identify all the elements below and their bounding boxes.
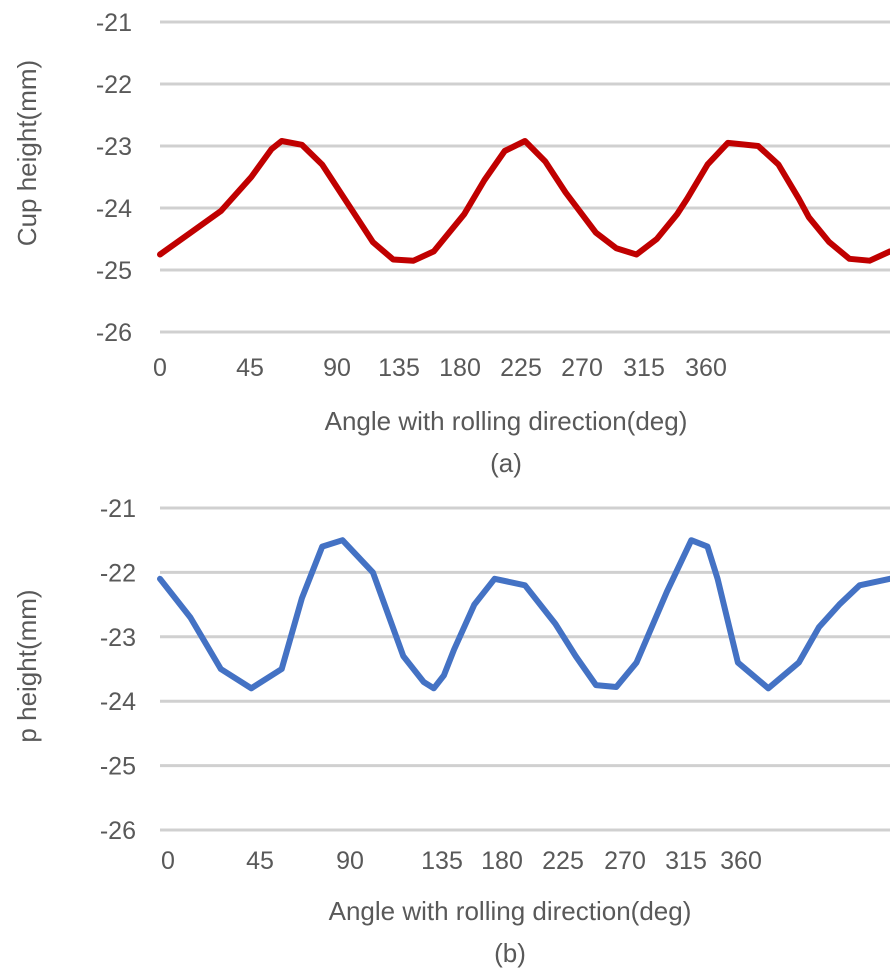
chart-a-x-tick-label: 0 <box>153 354 167 382</box>
chart-b-caption: (b) <box>494 938 526 968</box>
chart-b-y-axis-title: p height(mm) <box>12 589 42 742</box>
chart-b-y-tick-labels: -21 -22 -23 -24 -25 -26 <box>100 495 136 845</box>
chart-b-x-tick-label: 180 <box>481 847 523 875</box>
chart-a: -21 -22 -23 -24 -25 -26 0 45 90 135 180 225 270 315 3… <box>12 9 890 478</box>
chart-b-x-tick-labels: 0 45 90 135 180 225 270 315 360 <box>161 847 762 875</box>
chart-a-y-tick-label: -24 <box>96 195 132 223</box>
chart-b-x-tick-label: 90 <box>336 847 364 875</box>
chart-a-x-tick-label: 90 <box>323 354 351 382</box>
chart-a-x-tick-label: 360 <box>685 354 727 382</box>
chart-b-y-tick-label: -21 <box>100 495 136 523</box>
chart-a-y-tick-label: -25 <box>96 257 132 285</box>
chart-b-y-tick-label: -26 <box>100 817 136 845</box>
chart-a-x-tick-labels: 0 45 90 135 180 225 270 315 360 <box>153 354 727 382</box>
chart-a-y-tick-label: -22 <box>96 71 132 99</box>
chart-b: -21 -22 -23 -24 -25 -26 0 45 90 135 180 225 270 315 3… <box>12 495 890 968</box>
chart-a-series-line <box>157 138 890 264</box>
chart-b-x-tick-label: 45 <box>246 847 274 875</box>
chart-a-x-tick-label: 135 <box>378 354 420 382</box>
chart-a-y-axis-title: Cup height(mm) <box>12 60 42 246</box>
chart-b-x-tick-label: 225 <box>542 847 584 875</box>
chart-a-caption: (a) <box>490 448 522 478</box>
chart-b-x-tick-label: 360 <box>720 847 762 875</box>
chart-b-x-tick-label: 270 <box>604 847 646 875</box>
chart-a-y-tick-labels: -21 -22 -23 -24 -25 -26 <box>96 9 132 347</box>
chart-b-x-tick-label: 0 <box>161 847 175 875</box>
chart-a-x-axis-title: Angle with rolling direction(deg) <box>325 406 688 436</box>
chart-b-y-tick-label: -24 <box>100 688 136 716</box>
chart-b-series-line <box>157 537 890 692</box>
chart-a-x-tick-label: 315 <box>623 354 665 382</box>
chart-a-y-tick-label: -21 <box>96 9 132 37</box>
chart-a-x-tick-label: 225 <box>500 354 542 382</box>
chart-a-x-tick-label: 180 <box>439 354 481 382</box>
chart-b-x-tick-label: 315 <box>665 847 707 875</box>
chart-a-y-tick-label: -26 <box>96 319 132 347</box>
chart-a-x-tick-label: 270 <box>561 354 603 382</box>
chart-a-gridlines <box>160 20 890 334</box>
chart-a-y-tick-label: -23 <box>96 133 132 161</box>
chart-b-x-axis-title: Angle with rolling direction(deg) <box>329 896 692 926</box>
chart-b-x-tick-label: 135 <box>421 847 463 875</box>
chart-b-y-tick-label: -23 <box>100 624 136 652</box>
chart-b-y-tick-label: -25 <box>100 753 136 781</box>
chart-a-x-tick-label: 45 <box>236 354 264 382</box>
chart-b-gridlines <box>160 506 890 832</box>
chart-b-y-tick-label: -22 <box>100 559 136 587</box>
